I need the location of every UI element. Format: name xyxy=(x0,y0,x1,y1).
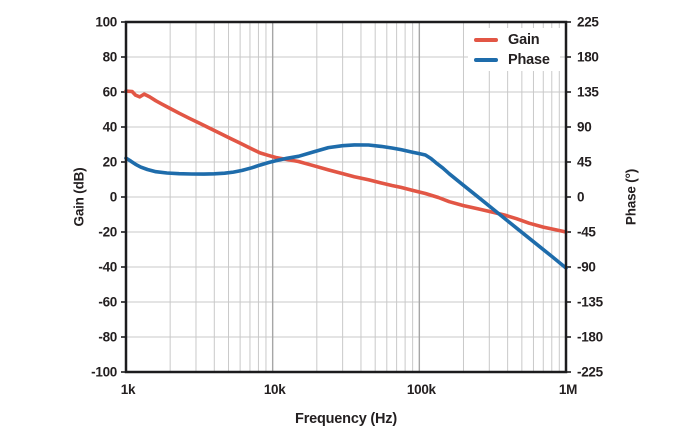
left-tick-label: 60 xyxy=(103,85,117,100)
x-tick-label: 1k xyxy=(121,382,136,397)
gain-axis-title: Gain (dB) xyxy=(71,167,87,227)
right-tick-label: 45 xyxy=(577,155,592,170)
legend-item-phase: Phase xyxy=(474,50,550,69)
x-axis-title: Frequency (Hz) xyxy=(295,411,397,427)
left-tick-label: -80 xyxy=(98,330,117,345)
gain-curve xyxy=(124,89,568,234)
left-tick-label: 0 xyxy=(110,190,117,205)
right-tick-label: -135 xyxy=(577,295,604,310)
left-tick-label: -60 xyxy=(98,295,117,310)
right-tick-label: 90 xyxy=(577,120,591,135)
legend-label-phase: Phase xyxy=(508,51,550,68)
x-tick-label: 100k xyxy=(407,382,437,397)
x-tick-label: 1M xyxy=(559,382,577,397)
legend-item-gain: Gain xyxy=(474,30,550,49)
right-tick-label: 135 xyxy=(577,85,599,100)
phase-curve xyxy=(124,143,568,270)
legend-label-gain: Gain xyxy=(508,31,540,48)
left-tick-label: 40 xyxy=(103,120,117,135)
right-tick-label: 0 xyxy=(577,190,584,205)
plot-frame xyxy=(124,20,568,374)
left-tick-label: -100 xyxy=(91,365,117,380)
right-tick-label: 225 xyxy=(577,15,599,30)
right-tick-label: -180 xyxy=(577,330,603,345)
right-tick-label: 180 xyxy=(577,50,599,65)
x-tick-label: 10k xyxy=(264,382,286,397)
left-tick-label: 80 xyxy=(103,50,117,65)
left-tick-label: -40 xyxy=(98,260,117,275)
phase-line-swatch xyxy=(474,57,498,62)
left-tick-label: -20 xyxy=(98,225,117,240)
legend: Gain Phase xyxy=(468,28,560,71)
right-tick-label: -225 xyxy=(577,365,604,380)
phase-axis-title: Phase (°) xyxy=(623,168,639,226)
right-tick-label: -90 xyxy=(577,260,596,275)
right-tick-label: -45 xyxy=(577,225,596,240)
left-tick-label: 20 xyxy=(103,155,117,170)
gain-line-swatch xyxy=(474,37,498,42)
left-tick-label: 100 xyxy=(95,15,117,30)
